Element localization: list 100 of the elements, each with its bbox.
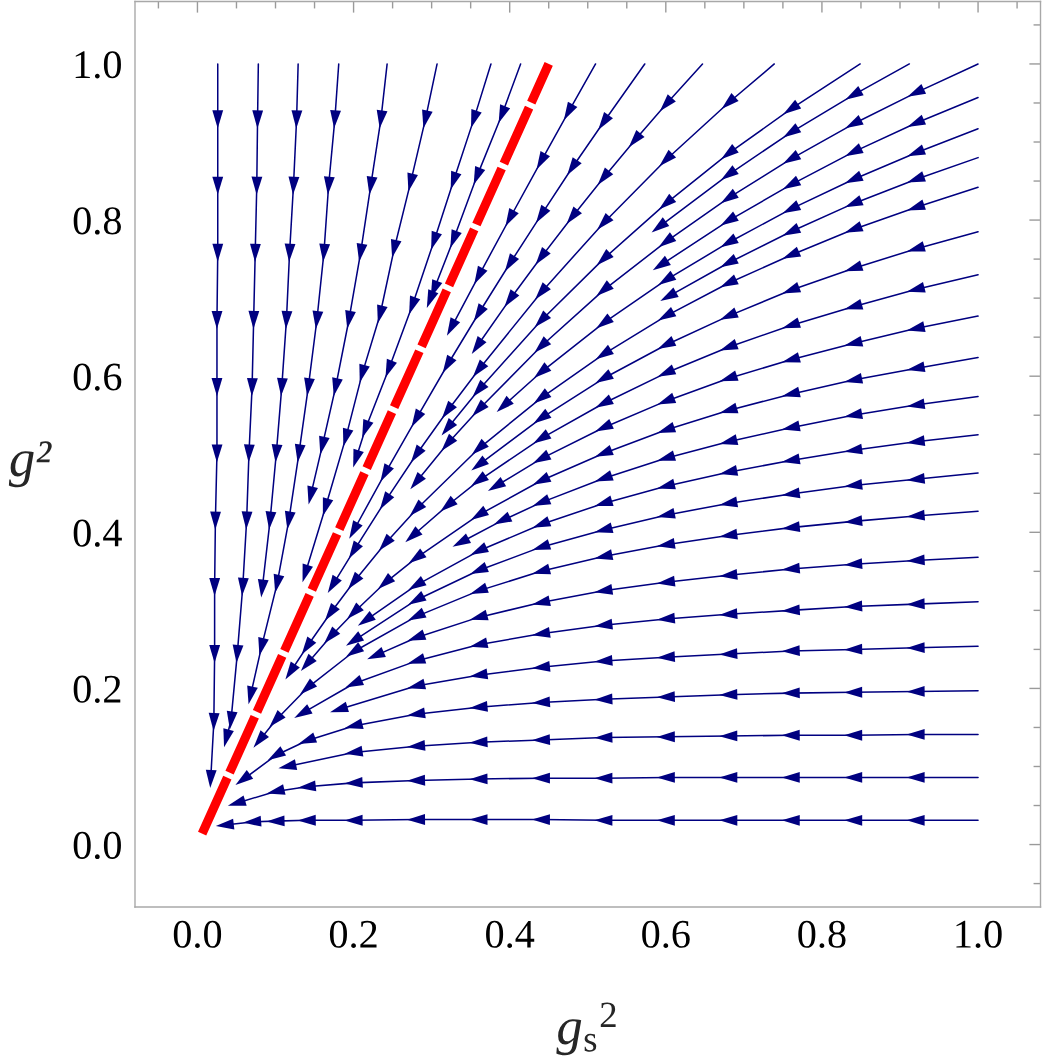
- point: [378, 573, 396, 589]
- x-tick-label: 0.8: [798, 920, 846, 949]
- x-tick-label: 0.2: [329, 920, 377, 949]
- point: [471, 471, 489, 487]
- point: [596, 280, 614, 297]
- point: [720, 211, 739, 226]
- point: [720, 274, 739, 288]
- point: [658, 270, 677, 286]
- point: [294, 704, 313, 718]
- point: [845, 115, 864, 129]
- point: [441, 418, 458, 436]
- point: [532, 471, 552, 485]
- point: [346, 631, 365, 646]
- point: [346, 642, 365, 657]
- point: [472, 359, 489, 378]
- point: [357, 610, 376, 626]
- point: [380, 463, 394, 482]
- point: [408, 548, 427, 564]
- x-axis-title: g$_{s}$$^{2}$: [556, 1002, 616, 1056]
- point: [595, 344, 614, 360]
- x-tick-label: 0.4: [486, 920, 535, 949]
- point: [845, 143, 864, 157]
- point: [407, 607, 427, 621]
- y-tick-label: 1.0: [75, 51, 121, 79]
- point: [721, 143, 739, 160]
- x-tick-label: 1.0: [956, 920, 1002, 949]
- point: [782, 149, 802, 164]
- point: [595, 369, 614, 384]
- point: [598, 111, 613, 130]
- point: [349, 520, 363, 539]
- point: [440, 495, 458, 512]
- point: [347, 602, 364, 620]
- point: [378, 533, 395, 551]
- point: [660, 287, 679, 301]
- x-tick-label: 0.0: [173, 920, 222, 949]
- y-tick-label: 0.4: [73, 519, 122, 547]
- point: [563, 101, 578, 121]
- point: [379, 491, 395, 510]
- point: [235, 770, 254, 786]
- point: [441, 400, 457, 419]
- point: [327, 574, 342, 594]
- point: [628, 130, 645, 148]
- point: [534, 336, 552, 353]
- point: [324, 626, 341, 644]
- y-tick-label: 0.8: [73, 207, 121, 235]
- point: [411, 408, 426, 427]
- point: [504, 289, 520, 308]
- point: [595, 394, 614, 408]
- point: [473, 303, 488, 322]
- point: [657, 306, 677, 321]
- point: [446, 317, 461, 336]
- point: [533, 429, 552, 444]
- point: [782, 175, 802, 190]
- point: [441, 433, 458, 451]
- point: [720, 233, 739, 248]
- point: [783, 123, 802, 138]
- point: [452, 533, 472, 547]
- point: [566, 206, 582, 225]
- point: [533, 408, 552, 424]
- point: [597, 212, 614, 230]
- point: [567, 157, 582, 176]
- point: [299, 678, 318, 695]
- point: [408, 591, 427, 605]
- point: [405, 526, 423, 543]
- point: [783, 99, 802, 115]
- y-tick-label: 0.0: [73, 831, 121, 860]
- point: [533, 388, 552, 404]
- point: [471, 336, 487, 354]
- point: [658, 193, 677, 210]
- point: [535, 204, 551, 223]
- point: [487, 476, 507, 491]
- x-tick-label: 0.6: [642, 920, 690, 949]
- point: [651, 217, 670, 233]
- point: [535, 247, 551, 265]
- point: [300, 653, 317, 672]
- point: [845, 85, 864, 100]
- point: [596, 313, 614, 329]
- point: [536, 151, 551, 170]
- point: [652, 255, 671, 271]
- point: [347, 571, 364, 590]
- point: [410, 444, 426, 463]
- point: [493, 511, 513, 525]
- point: [504, 253, 520, 272]
- point: [844, 170, 864, 184]
- y-axis-title: g²: [8, 441, 52, 488]
- point: [505, 207, 519, 227]
- point: [720, 188, 739, 204]
- point: [408, 576, 427, 591]
- point: [470, 505, 489, 520]
- point: [471, 438, 489, 455]
- point: [659, 149, 677, 167]
- point: [472, 379, 489, 398]
- point: [533, 362, 552, 379]
- point: [658, 232, 677, 248]
- point: [721, 92, 739, 109]
- point: [442, 354, 457, 374]
- point: [348, 540, 363, 559]
- point: [720, 253, 739, 268]
- point: [782, 200, 802, 214]
- point: [472, 399, 489, 417]
